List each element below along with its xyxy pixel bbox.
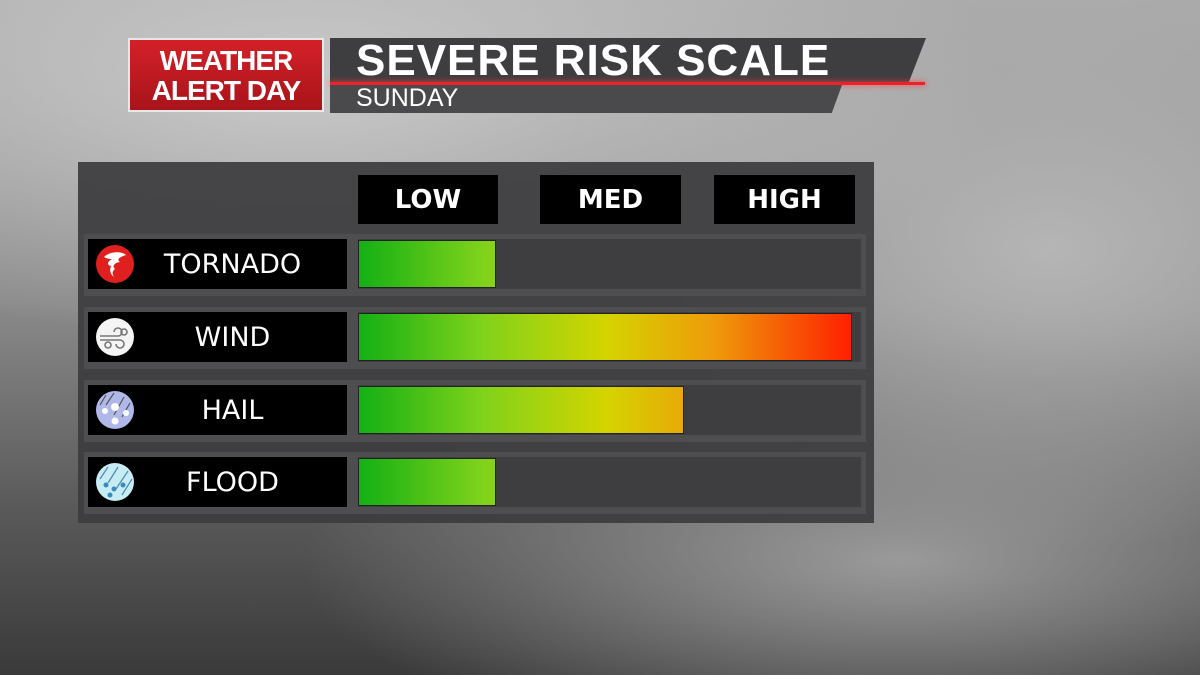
risk-label-box: WIND bbox=[88, 312, 347, 362]
risk-bar-tornado bbox=[358, 240, 497, 288]
accent-line bbox=[330, 82, 925, 85]
risk-bar-flood bbox=[358, 458, 497, 506]
risk-row-wind: WIND bbox=[84, 307, 866, 369]
risk-label-box: HAIL bbox=[88, 385, 347, 435]
risk-category-label: TORNADO bbox=[163, 248, 302, 280]
risk-row-flood: FLOOD bbox=[84, 452, 866, 514]
risk-category-label: WIND bbox=[194, 321, 271, 353]
risk-category-label: FLOOD bbox=[186, 466, 279, 498]
page-subtitle: SUNDAY bbox=[356, 84, 459, 112]
hail-icon bbox=[96, 391, 134, 429]
tornado-icon bbox=[96, 245, 134, 283]
risk-category-label: HAIL bbox=[201, 394, 264, 426]
risk-bar-track bbox=[358, 312, 861, 362]
wind-icon bbox=[96, 318, 134, 356]
risk-bar-track bbox=[358, 385, 861, 435]
weather-alert-day-badge: WEATHER ALERT DAY bbox=[128, 38, 324, 112]
risk-row-tornado: TORNADO bbox=[84, 234, 866, 296]
subtitle-banner bbox=[330, 85, 842, 113]
badge-line2: ALERT DAY bbox=[151, 75, 302, 106]
scale-label-low: LOW bbox=[358, 175, 498, 224]
risk-bar-wind bbox=[358, 313, 852, 361]
risk-row-hail: HAIL bbox=[84, 380, 866, 442]
badge-line1: WEATHER bbox=[159, 45, 293, 76]
risk-bar-track bbox=[358, 457, 861, 507]
risk-bar-track bbox=[358, 239, 861, 289]
page-title: SEVERE RISK SCALE bbox=[356, 36, 831, 85]
scale-label-med: MED bbox=[540, 175, 681, 224]
risk-bar-hail bbox=[358, 386, 685, 434]
title-banner bbox=[330, 38, 926, 84]
risk-label-box: FLOOD bbox=[88, 457, 347, 507]
flood-icon bbox=[96, 463, 134, 501]
scale-label-high: HIGH bbox=[714, 175, 855, 224]
risk-label-box: TORNADO bbox=[88, 239, 347, 289]
